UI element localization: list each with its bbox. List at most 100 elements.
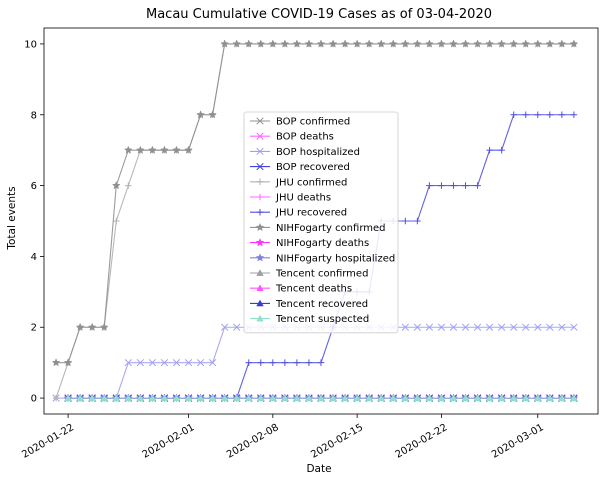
legend-label: BOP recovered	[276, 162, 350, 173]
marker-star	[196, 110, 205, 119]
marker-plus	[474, 182, 481, 189]
marker-triangle	[256, 314, 264, 322]
y-tick-label: 4	[31, 252, 37, 263]
marker-x	[534, 323, 542, 331]
marker-triangle	[534, 394, 542, 401]
marker-plus	[486, 146, 493, 154]
marker-triangle	[136, 394, 145, 401]
marker-plus	[534, 111, 542, 119]
marker-star	[569, 39, 579, 48]
marker-star	[545, 39, 555, 48]
marker-star	[220, 39, 229, 48]
marker-x	[256, 162, 264, 171]
y-tick-label: 10	[24, 39, 37, 50]
series-layer	[51, 39, 579, 402]
marker-plus	[426, 182, 433, 189]
marker-x	[497, 323, 506, 331]
legend-label: BOP hospitalized	[276, 147, 360, 158]
marker-plus	[546, 111, 554, 119]
marker-star	[509, 39, 519, 48]
marker-x	[208, 358, 217, 367]
marker-plus	[305, 359, 313, 366]
legend-label: NIHFogarty deaths	[276, 238, 369, 249]
marker-plus	[293, 359, 301, 366]
y-axis-label: Total events	[6, 186, 18, 250]
marker-x	[425, 323, 434, 331]
y-tick-label: 0	[31, 394, 37, 405]
marker-triangle	[522, 394, 530, 401]
legend-label: BOP deaths	[276, 132, 334, 143]
legend-label: NIHFogarty hospitalized	[276, 253, 395, 264]
series-13	[64, 394, 578, 401]
legend-entry: Tencent confirmed	[250, 269, 368, 280]
marker-triangle	[497, 394, 506, 401]
marker-star	[255, 253, 265, 262]
marker-star	[99, 322, 109, 331]
marker-x	[473, 323, 482, 331]
marker-star	[449, 39, 458, 48]
marker-plus	[281, 359, 289, 366]
marker-x	[522, 323, 530, 331]
x-tick-label: 2020-02-22	[394, 422, 450, 461]
legend-label: Tencent deaths	[275, 284, 352, 295]
marker-star	[208, 110, 217, 119]
y-tick-label: 6	[31, 181, 37, 192]
marker-triangle	[329, 394, 337, 401]
marker-star	[461, 39, 470, 48]
marker-star	[63, 358, 73, 367]
marker-star	[172, 145, 181, 154]
x-tick-label: 2020-03-01	[490, 422, 546, 461]
marker-triangle	[425, 394, 434, 401]
marker-star	[292, 39, 302, 48]
marker-triangle	[172, 394, 181, 401]
marker-star	[87, 322, 97, 331]
marker-plus	[462, 182, 469, 189]
marker-x	[256, 147, 264, 156]
legend-entry: BOP recovered	[250, 162, 350, 173]
marker-triangle	[437, 394, 446, 401]
marker-x	[148, 358, 157, 367]
marker-star	[75, 322, 85, 331]
marker-triangle	[341, 394, 349, 401]
marker-star	[280, 39, 290, 48]
marker-star	[255, 222, 265, 232]
marker-x	[256, 132, 264, 140]
legend-entry: JHU confirmed	[250, 177, 347, 188]
marker-triangle	[208, 394, 217, 401]
marker-plus	[570, 111, 578, 119]
marker-triangle	[269, 394, 277, 401]
marker-plus	[438, 182, 445, 189]
marker-star	[413, 39, 422, 48]
legend-entry: NIHFogarty hospitalized	[250, 253, 395, 264]
legend-label: Tencent confirmed	[275, 269, 368, 280]
marker-plus	[245, 359, 253, 366]
legend: BOP confirmed BOP deaths BOP hospitalized B…	[243, 111, 399, 334]
legend-entry: BOP confirmed	[250, 117, 350, 128]
legend-entry: JHU deaths	[250, 193, 331, 204]
marker-star	[364, 39, 374, 48]
legend-entry: BOP deaths	[250, 132, 334, 143]
marker-triangle	[76, 394, 84, 401]
marker-triangle	[88, 394, 96, 401]
marker-x	[570, 323, 578, 331]
y-tick-label: 2	[31, 323, 37, 334]
legend-label: Tencent suspected	[275, 314, 369, 325]
marker-triangle	[401, 394, 410, 401]
legend-entry: Tencent recovered	[250, 299, 368, 310]
marker-triangle	[220, 394, 229, 401]
marker-x	[558, 323, 566, 331]
marker-triangle	[449, 394, 458, 401]
marker-triangle	[389, 394, 397, 401]
marker-star	[557, 39, 567, 48]
chart-title: Macau Cumulative COVID-19 Cases as of 03…	[146, 7, 492, 22]
legend-label: JHU confirmed	[275, 177, 347, 188]
legend-box	[243, 111, 399, 334]
marker-triangle	[245, 394, 253, 401]
marker-star	[437, 39, 446, 48]
x-tick-label: 2020-02-15	[309, 422, 365, 461]
marker-plus	[269, 359, 277, 366]
legend-entry: NIHFogarty confirmed	[250, 222, 386, 234]
legend-label: JHU deaths	[275, 193, 331, 204]
marker-star	[485, 39, 494, 48]
marker-plus	[414, 217, 421, 225]
